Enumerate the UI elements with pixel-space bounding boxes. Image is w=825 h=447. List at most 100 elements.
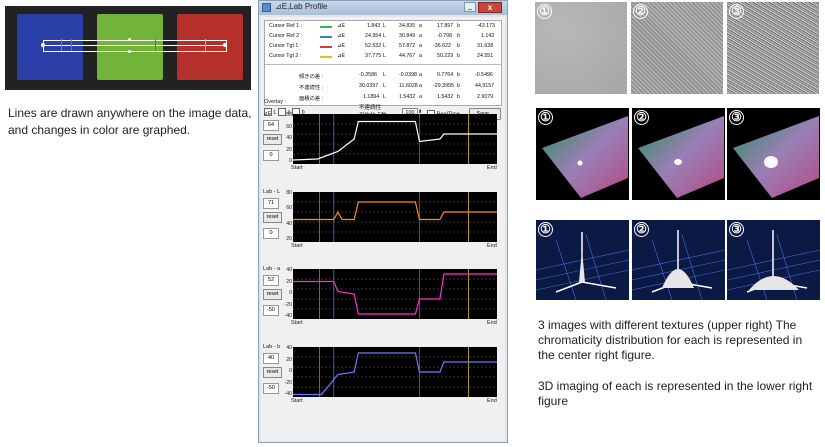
number-2-badge: ② xyxy=(634,222,649,237)
spin-arrows-icon[interactable]: ⬍ xyxy=(418,109,423,115)
plot-area[interactable] xyxy=(293,269,497,319)
profile-graph xyxy=(293,192,497,242)
y-tick-label: 80 xyxy=(286,112,292,118)
x-end-label: End xyxy=(487,165,497,171)
row-name: Cursor Ref 2 : xyxy=(269,33,302,39)
a-label: a xyxy=(419,23,422,29)
max-value-input[interactable]: 64 xyxy=(263,120,279,131)
a-value: -36.622 xyxy=(433,43,451,49)
table-row: Cursor Tgt 1 : ⊿E 52.532 L 57.872 a -36.… xyxy=(265,42,503,52)
y-tick-label: 40 xyxy=(286,220,292,227)
max-value-input[interactable]: 40 xyxy=(263,353,279,364)
overlay-l-checkbox[interactable] xyxy=(264,108,272,116)
min-value-input[interactable]: -50 xyxy=(263,383,279,394)
reset-button[interactable]: reset xyxy=(263,134,282,145)
plot-area[interactable] xyxy=(292,114,497,164)
chromaticity-gamut-1 xyxy=(542,116,628,198)
y-tick-label: 20 xyxy=(286,236,292,242)
3d-plot-1: ① xyxy=(536,220,629,300)
legend-swatch xyxy=(320,26,332,28)
overlay-a-checkbox[interactable] xyxy=(277,108,286,116)
max-value-input[interactable]: 71 xyxy=(263,198,279,209)
right-caption-2: 3D imaging of each is represented in the… xyxy=(538,379,813,408)
overlay-l-label: L xyxy=(273,109,277,116)
window-body: Cursor Ref 1 : ⊿E 1.843 L 34.835 a 17.89… xyxy=(261,17,505,441)
number-1-badge: ① xyxy=(538,110,553,125)
cursor-ref-2-marker xyxy=(71,39,72,51)
line-handle-start[interactable] xyxy=(41,43,45,47)
de-value: 1.843 xyxy=(367,23,381,29)
stat-name: 傾きの差 : xyxy=(299,74,324,80)
a-value: -0.798 xyxy=(437,33,453,39)
reset-button[interactable]: reset xyxy=(263,367,282,378)
max-value-input[interactable]: 52 xyxy=(263,275,279,286)
stat-l: -0.0398 xyxy=(399,72,417,78)
profile-line[interactable] xyxy=(43,45,225,46)
plot-label: ⊿E xyxy=(263,111,272,117)
cursor-ref-1-marker xyxy=(61,39,62,51)
stat-b: 2.9079 xyxy=(477,94,494,100)
x-start-label: Start xyxy=(291,320,303,326)
stat-name: 不連続性 : xyxy=(299,85,324,91)
y-tick-label: 20 xyxy=(286,356,292,363)
a-value: 17.897 xyxy=(437,23,454,29)
blue-swatch xyxy=(17,14,83,80)
profile-graph xyxy=(293,269,497,319)
line-handle-top[interactable] xyxy=(128,38,131,41)
row-name: Cursor Tgt 2 : xyxy=(269,53,302,59)
plot-panel-lab-l: Lab - L 71 reset 0 Start End 80 60 40 20 xyxy=(261,189,505,265)
title-bar[interactable]: ⊿E,Lab Profile _ x xyxy=(259,1,507,15)
legend-swatch xyxy=(320,46,332,48)
b-value: 24.551 xyxy=(477,53,494,59)
cursor-tgt-1-marker xyxy=(155,39,156,51)
l-label: L xyxy=(383,43,386,49)
lab-profile-window: ⊿E,Lab Profile _ x Cursor Ref 1 : ⊿E 1.8… xyxy=(258,0,508,443)
min-value-input[interactable]: -50 xyxy=(263,305,279,316)
overlay-options: L a b xyxy=(264,108,305,116)
measurement-table: Cursor Ref 1 : ⊿E 1.843 L 34.835 a 17.89… xyxy=(264,20,502,106)
y-tick-label: -40 xyxy=(284,313,293,319)
y-tick-label: 20 xyxy=(286,278,292,285)
reset-button[interactable]: reset xyxy=(263,212,282,223)
minimize-button[interactable]: _ xyxy=(464,2,476,12)
texture-image-3: ③ xyxy=(727,2,819,94)
stat-l: 11.6028 xyxy=(399,83,418,89)
line-handle-bottom[interactable] xyxy=(128,50,131,53)
de-value: 24.954 xyxy=(365,33,382,39)
y-tick-label: 0 xyxy=(289,368,292,374)
chromaticity-gamut-3 xyxy=(733,116,819,198)
b-label: b xyxy=(457,33,460,39)
table-row: Cursor Ref 1 : ⊿E 1.843 L 34.835 a 17.89… xyxy=(265,22,503,32)
row-name: Cursor Ref 1 : xyxy=(269,23,302,29)
b-label: b xyxy=(457,83,460,89)
l-label: L xyxy=(383,53,386,59)
profile-series-line xyxy=(292,120,497,161)
plot-panel-de: ⊿E 64 reset 0 Start End 80 60 40 20 0 xyxy=(261,111,505,187)
stat-a: 1.5432 xyxy=(437,94,454,100)
a-label: a xyxy=(419,83,422,89)
app-icon xyxy=(262,3,271,12)
stat-a: -29.3995 xyxy=(433,83,454,89)
line-handle-end[interactable] xyxy=(223,43,227,47)
min-value-input[interactable]: 0 xyxy=(263,228,279,239)
texture-image-2: ② xyxy=(631,2,723,94)
chromaticity-plot-1: ① xyxy=(536,108,629,200)
a-label: a xyxy=(419,33,422,39)
stat-b: -0.5496 xyxy=(475,72,493,78)
plot-label: Lab - a xyxy=(263,266,281,272)
de-value: 37.775 xyxy=(365,53,382,59)
b-label: b xyxy=(457,53,460,59)
profile-series-line xyxy=(293,273,497,315)
min-value-input[interactable]: 0 xyxy=(263,150,279,161)
y-tick-label: 40 xyxy=(286,345,292,351)
reset-button[interactable]: reset xyxy=(263,289,282,300)
number-3-badge: ③ xyxy=(729,222,744,237)
b-label: b xyxy=(457,72,460,78)
number-1-badge: ① xyxy=(538,222,553,237)
plot-area[interactable] xyxy=(293,192,497,242)
window-title: ⊿E,Lab Profile xyxy=(275,2,328,11)
close-button[interactable]: x xyxy=(478,2,502,13)
plot-area[interactable] xyxy=(293,347,497,397)
de-label: ⊿E xyxy=(337,23,345,29)
y-tick-label: 20 xyxy=(286,146,292,153)
